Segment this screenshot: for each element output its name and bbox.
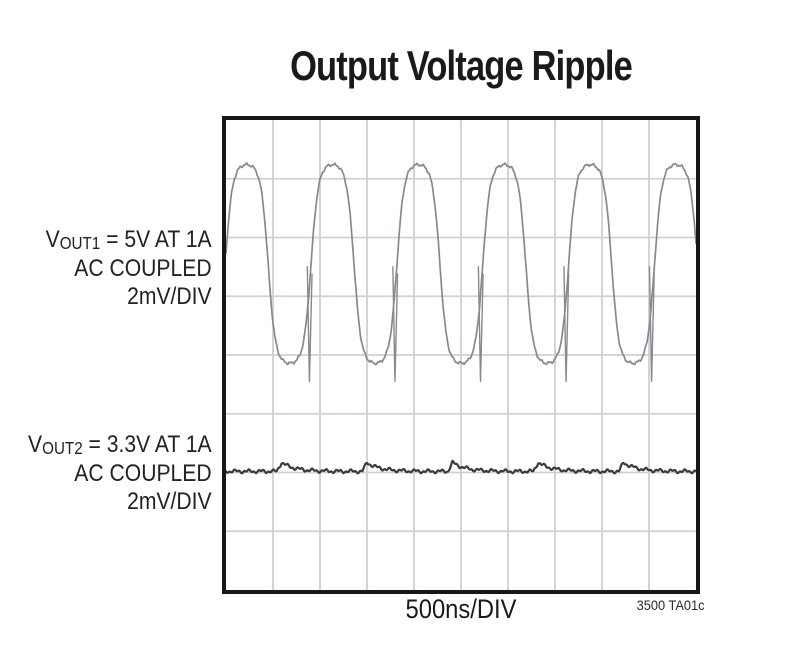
figure-id: 3500 TA01c <box>637 598 705 613</box>
trace2-coupling: AC COUPLED <box>74 459 212 487</box>
trace1-coupling: AC COUPLED <box>74 254 212 282</box>
trace-vout2 <box>226 459 696 475</box>
trace2-value: = 3.3V AT 1A <box>83 431 212 458</box>
time-scale-label: 500ns/DIV <box>405 594 517 624</box>
trace2-scale: 2mV/DIV <box>127 488 212 515</box>
trace1-label: VOUT1 = 5V AT 1A AC COUPLED 2mV/DIV <box>46 226 212 312</box>
trace2-subscript: OUT2 <box>42 438 84 459</box>
trace-vout1 <box>226 162 696 366</box>
oscilloscope-screen <box>222 116 700 594</box>
trace-vout1-spike <box>648 266 655 383</box>
trace1-label-line1: VOUT1 = 5V AT 1A <box>46 226 212 255</box>
trace2-label-line1: VOUT2 = 3.3V AT 1A <box>28 431 212 460</box>
scope-plot <box>226 120 696 590</box>
trace-vout1-spike <box>563 266 570 383</box>
trace2-label: VOUT2 = 3.3V AT 1A AC COUPLED 2mV/DIV <box>28 431 212 517</box>
trace2-symbol: V <box>28 431 43 458</box>
trace1-symbol: V <box>46 226 61 253</box>
trace1-value: = 5V AT 1A <box>100 226 212 253</box>
trace1-subscript: OUT1 <box>60 233 101 254</box>
trace-vout1-spike <box>306 266 313 383</box>
trace-vout1-spike <box>477 266 484 383</box>
trace1-scale: 2mV/DIV <box>127 283 212 310</box>
figure-title: Output Voltage Ripple <box>290 42 633 89</box>
trace-vout1-spike <box>392 266 399 383</box>
